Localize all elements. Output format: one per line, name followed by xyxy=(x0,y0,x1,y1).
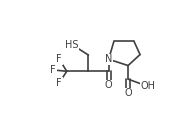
Text: N: N xyxy=(105,54,112,64)
Text: F: F xyxy=(57,54,62,64)
Text: F: F xyxy=(57,78,62,88)
Text: HS: HS xyxy=(65,40,79,50)
Text: OH: OH xyxy=(141,81,156,92)
Text: O: O xyxy=(105,80,113,90)
Text: O: O xyxy=(124,88,132,98)
Text: F: F xyxy=(51,65,56,75)
